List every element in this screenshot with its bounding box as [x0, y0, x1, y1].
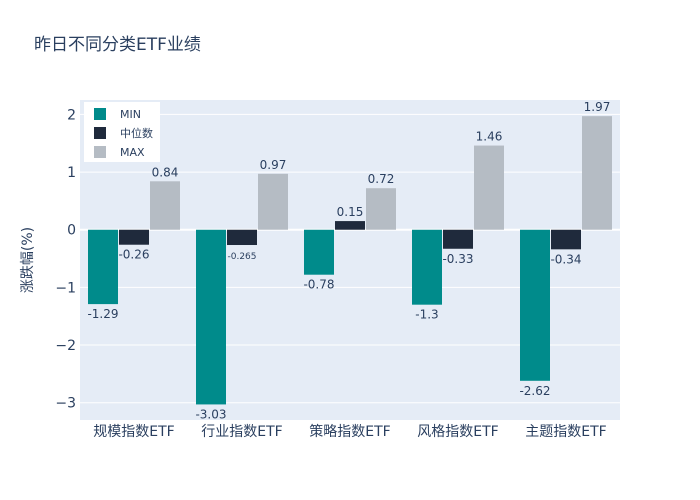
bar: [119, 229, 149, 245]
data-label: 1.46: [476, 130, 503, 144]
bar: [88, 229, 118, 305]
y-tick-label: −3: [55, 396, 76, 412]
data-label: -1.29: [87, 307, 118, 321]
bar: [196, 229, 226, 405]
bar: [520, 229, 550, 381]
bars: [88, 116, 612, 405]
bar: [443, 229, 473, 249]
legend-swatch: [94, 108, 106, 120]
data-label: 0.15: [337, 205, 364, 219]
bar: [258, 173, 288, 230]
data-label: 0.84: [152, 165, 179, 179]
legend-label: MAX: [120, 146, 145, 159]
x-tick-label: 策略指数ETF: [309, 423, 390, 440]
bar: [366, 188, 396, 230]
data-label: -3.03: [195, 407, 226, 421]
bar: [227, 229, 257, 246]
data-labels: -1.29 -0.26 0.84 -3.03 -0.265 0.97 -0.78 0.15 0.…: [87, 100, 610, 421]
legend: MIN 中位数 MAX: [84, 102, 160, 162]
data-label: 0.97: [260, 158, 287, 172]
data-label: -0.34: [550, 252, 581, 266]
data-label: -0.26: [118, 248, 149, 262]
bar: [150, 181, 180, 230]
y-tick-label: 0: [67, 223, 76, 239]
y-tick-label: −2: [55, 338, 76, 354]
x-tick-label: 主题指数ETF: [525, 424, 606, 440]
y-axis: 2 1 0 −1 −2 −3: [55, 107, 76, 411]
data-label: -1.3: [415, 308, 438, 322]
bar: [551, 229, 581, 250]
legend-swatch: [94, 146, 106, 158]
legend-label: 中位数: [120, 126, 153, 140]
bar: [474, 145, 504, 230]
x-tick-label: 行业指数ETF: [201, 424, 282, 440]
y-tick-label: −1: [55, 280, 76, 296]
chart-title: 昨日不同分类ETF业绩: [34, 35, 201, 55]
bar: [412, 229, 442, 305]
data-label: -0.78: [303, 278, 334, 292]
legend-label: MIN: [120, 108, 141, 121]
x-tick-label: 风格指数ETF: [417, 424, 498, 440]
data-label: 0.72: [368, 172, 395, 186]
y-axis-label: 涨跌幅(%): [20, 227, 36, 293]
data-label: 1.97: [584, 100, 611, 114]
data-label: -0.265: [227, 252, 256, 262]
y-tick-label: 2: [67, 107, 76, 123]
legend-swatch: [94, 127, 106, 139]
data-label: -0.33: [442, 252, 473, 266]
data-label: -2.62: [519, 384, 550, 398]
bar: [304, 229, 334, 275]
bar: [335, 221, 365, 230]
y-tick-label: 1: [67, 165, 76, 181]
x-tick-label: 规模指数ETF: [93, 424, 174, 440]
x-axis: 规模指数ETF 行业指数ETF 策略指数ETF 风格指数ETF 主题指数ETF: [93, 423, 606, 440]
bar: [582, 116, 612, 230]
